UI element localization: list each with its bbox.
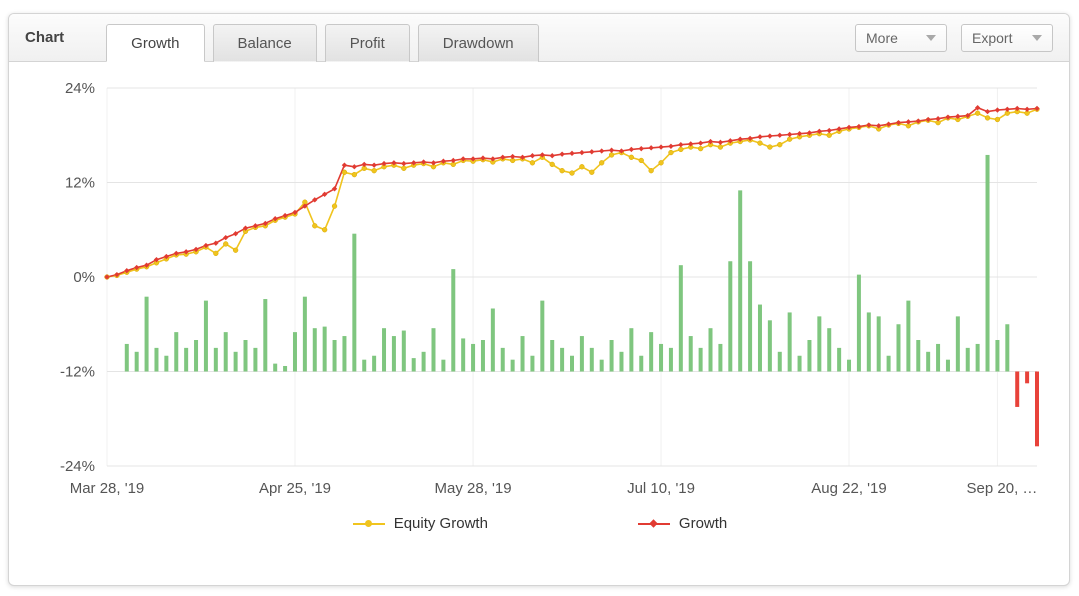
tab-balance[interactable]: Balance <box>212 24 317 62</box>
growth-chart: Mar 28, '19 Apr 25, '19 May 28, '19 Jul 10,… <box>60 80 1040 497</box>
svg-text:-12%: -12% <box>60 364 95 381</box>
svg-text:0%: 0% <box>73 269 95 286</box>
svg-text:May 28, '19: May 28, '19 <box>435 480 512 497</box>
chart-header: Chart Growth Balance Profit Drawdown Mor… <box>9 14 1069 62</box>
svg-text:12%: 12% <box>65 175 95 192</box>
chart-widget: Chart Growth Balance Profit Drawdown Mor… <box>8 13 1070 586</box>
svg-text:Sep 20, …: Sep 20, … <box>967 480 1038 497</box>
legend-item-equity-growth[interactable]: Equity Growth <box>352 515 488 532</box>
chart-body: Mar 28, '19 Apr 25, '19 May 28, '19 Jul 10,… <box>9 62 1069 532</box>
export-dropdown-label: Export <box>972 29 1013 46</box>
chart-tabs: Growth Balance Profit Drawdown <box>106 24 539 62</box>
legend-item-growth[interactable]: Growth <box>637 515 728 532</box>
chevron-down-icon <box>1032 34 1042 41</box>
svg-text:Mar 28, '19: Mar 28, '19 <box>70 480 145 497</box>
tab-profit[interactable]: Profit <box>324 24 410 62</box>
equity-growth-marker-icon <box>352 519 385 528</box>
growth-marker-icon <box>637 518 670 528</box>
widget-title: Chart <box>25 29 65 46</box>
tab-growth[interactable]: Growth <box>106 24 205 62</box>
header-actions: More Export <box>855 23 1053 52</box>
legend-label-equity-growth: Equity Growth <box>393 515 488 532</box>
svg-text:Jul 10, '19: Jul 10, '19 <box>627 480 695 497</box>
chart-legend: Equity Growth Growth <box>19 515 1061 532</box>
legend-label-growth: Growth <box>678 515 728 532</box>
tab-drawdown[interactable]: Drawdown <box>417 24 539 62</box>
svg-text:24%: 24% <box>65 80 95 97</box>
more-dropdown-label: More <box>866 29 898 46</box>
svg-text:-24%: -24% <box>60 458 95 475</box>
more-dropdown[interactable]: More <box>855 23 947 52</box>
chevron-down-icon <box>926 34 936 41</box>
export-dropdown[interactable]: Export <box>961 23 1053 52</box>
svg-text:Aug 22, '19: Aug 22, '19 <box>811 480 886 497</box>
svg-text:Apr 25, '19: Apr 25, '19 <box>259 480 331 497</box>
